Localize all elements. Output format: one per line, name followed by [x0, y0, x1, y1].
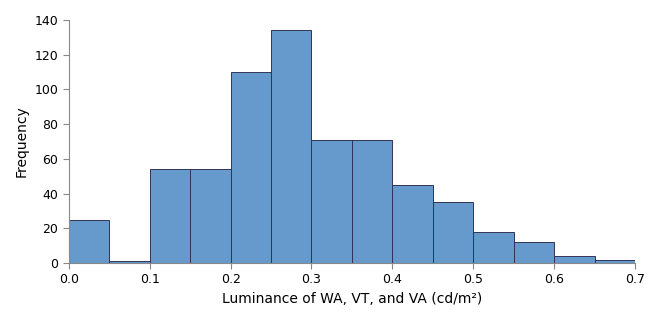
- Bar: [230, 72, 271, 263]
- Bar: [150, 169, 190, 263]
- Bar: [312, 140, 352, 263]
- Bar: [352, 140, 392, 263]
- Bar: [110, 261, 150, 263]
- Bar: [69, 220, 110, 263]
- Bar: [595, 260, 635, 263]
- Bar: [513, 242, 554, 263]
- Bar: [190, 169, 230, 263]
- Bar: [433, 202, 473, 263]
- Bar: [392, 185, 433, 263]
- Bar: [473, 232, 513, 263]
- Bar: [554, 256, 595, 263]
- Y-axis label: Frequency: Frequency: [15, 106, 29, 178]
- Bar: [635, 261, 660, 263]
- Bar: [271, 30, 312, 263]
- X-axis label: Luminance of WA, VT, and VA (cd/m²): Luminance of WA, VT, and VA (cd/m²): [222, 292, 482, 306]
